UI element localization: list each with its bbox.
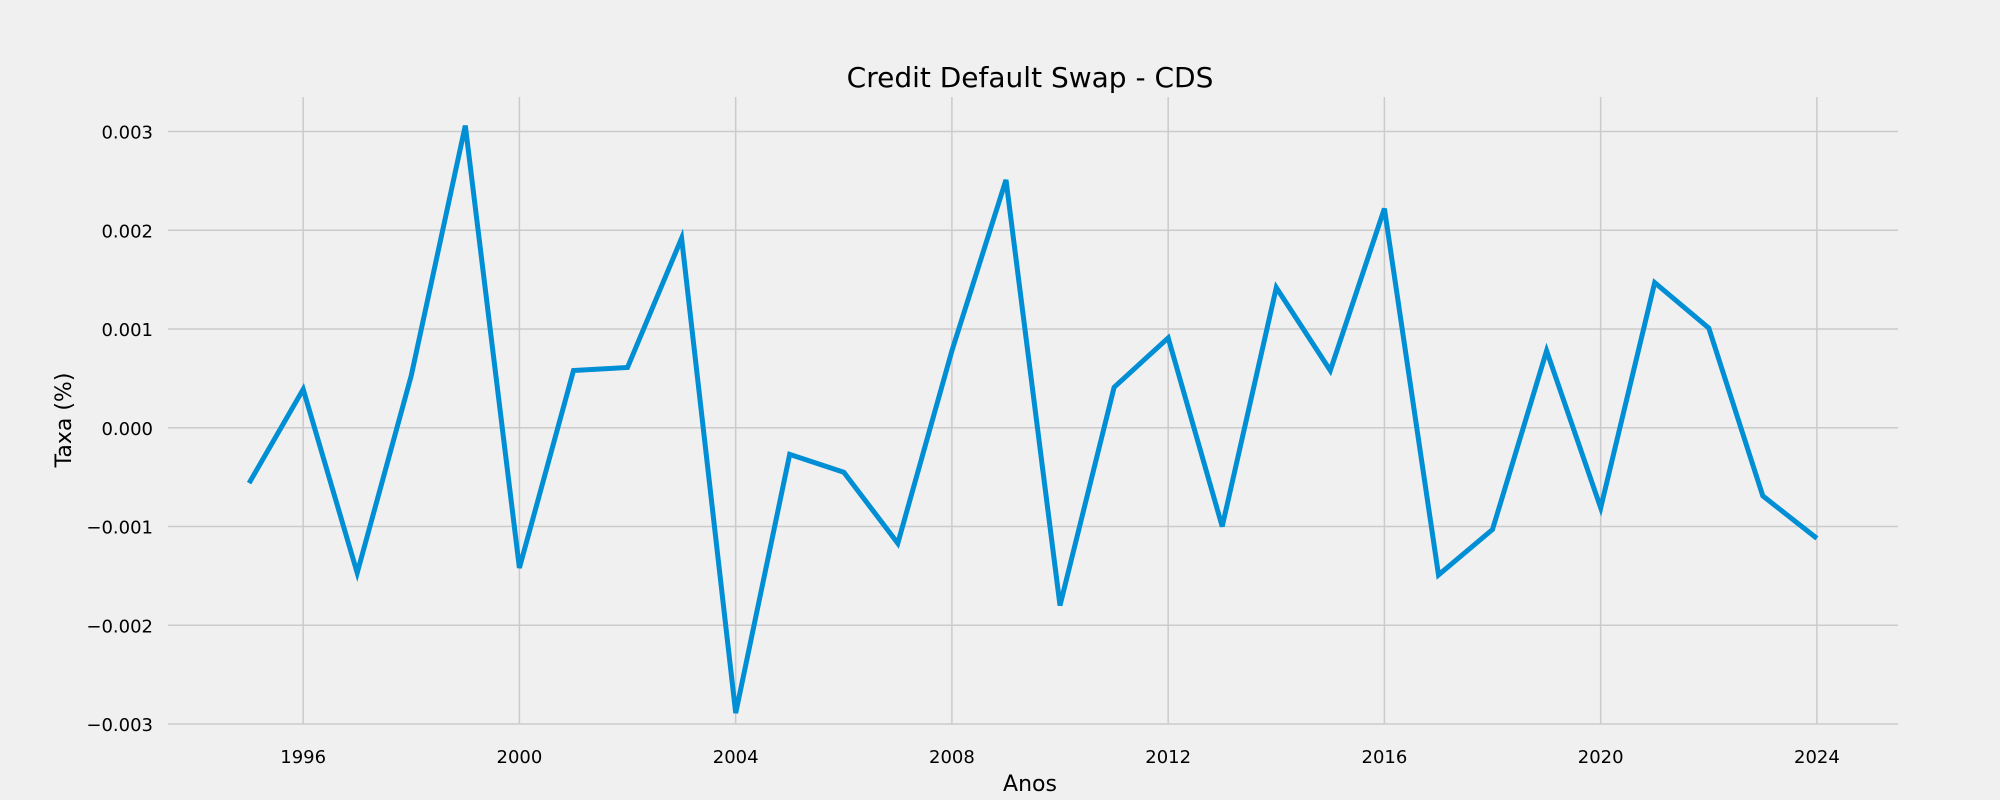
y-tick-label: 0.001 [101,320,153,341]
data-point [1435,572,1441,578]
x-tick-label: 2016 [1362,747,1408,768]
x-tick-label: 2000 [497,747,543,768]
y-tick-label: −0.001 [86,518,153,539]
data-point [1706,325,1712,331]
data-point [1381,206,1387,212]
data-point [300,386,306,392]
data-point [354,570,360,576]
data-point [949,348,955,354]
data-point [516,565,522,571]
data-point [1814,535,1820,541]
data-point [895,540,901,546]
data-point [1544,348,1550,354]
x-tick-label: 2024 [1794,747,1840,768]
data-point [1111,384,1117,390]
data-point [1003,177,1009,183]
data-point [1327,368,1333,374]
data-point [570,368,576,374]
chart-title: Credit Default Swap - CDS [847,61,1214,94]
data-point [679,235,685,241]
y-tick-label: 0.003 [101,123,153,144]
data-point [733,710,739,716]
x-tick-label: 2012 [1145,747,1191,768]
data-point [841,469,847,475]
data-point [408,372,414,378]
data-point [1652,280,1658,286]
data-point [625,365,631,371]
x-axis-label: Anos [1003,772,1057,797]
x-tick-label: 2020 [1578,747,1624,768]
y-tick-label: −0.003 [86,715,153,736]
data-point [1057,603,1063,609]
y-tick-label: 0.002 [101,221,153,242]
data-point [246,480,252,486]
x-tick-label: 1996 [280,747,326,768]
x-tick-label: 2008 [929,747,975,768]
data-point [1598,505,1604,511]
data-point [1219,524,1225,530]
data-point [1165,335,1171,341]
y-axis-label: Taxa (%) [52,373,77,469]
data-point [1490,526,1496,532]
data-point [1273,285,1279,291]
data-point [1760,493,1766,499]
x-tick-label: 2004 [713,747,759,768]
data-point [462,123,468,129]
data-point [787,451,793,457]
y-tick-label: −0.002 [86,616,153,637]
y-tick-label: 0.000 [101,419,153,440]
